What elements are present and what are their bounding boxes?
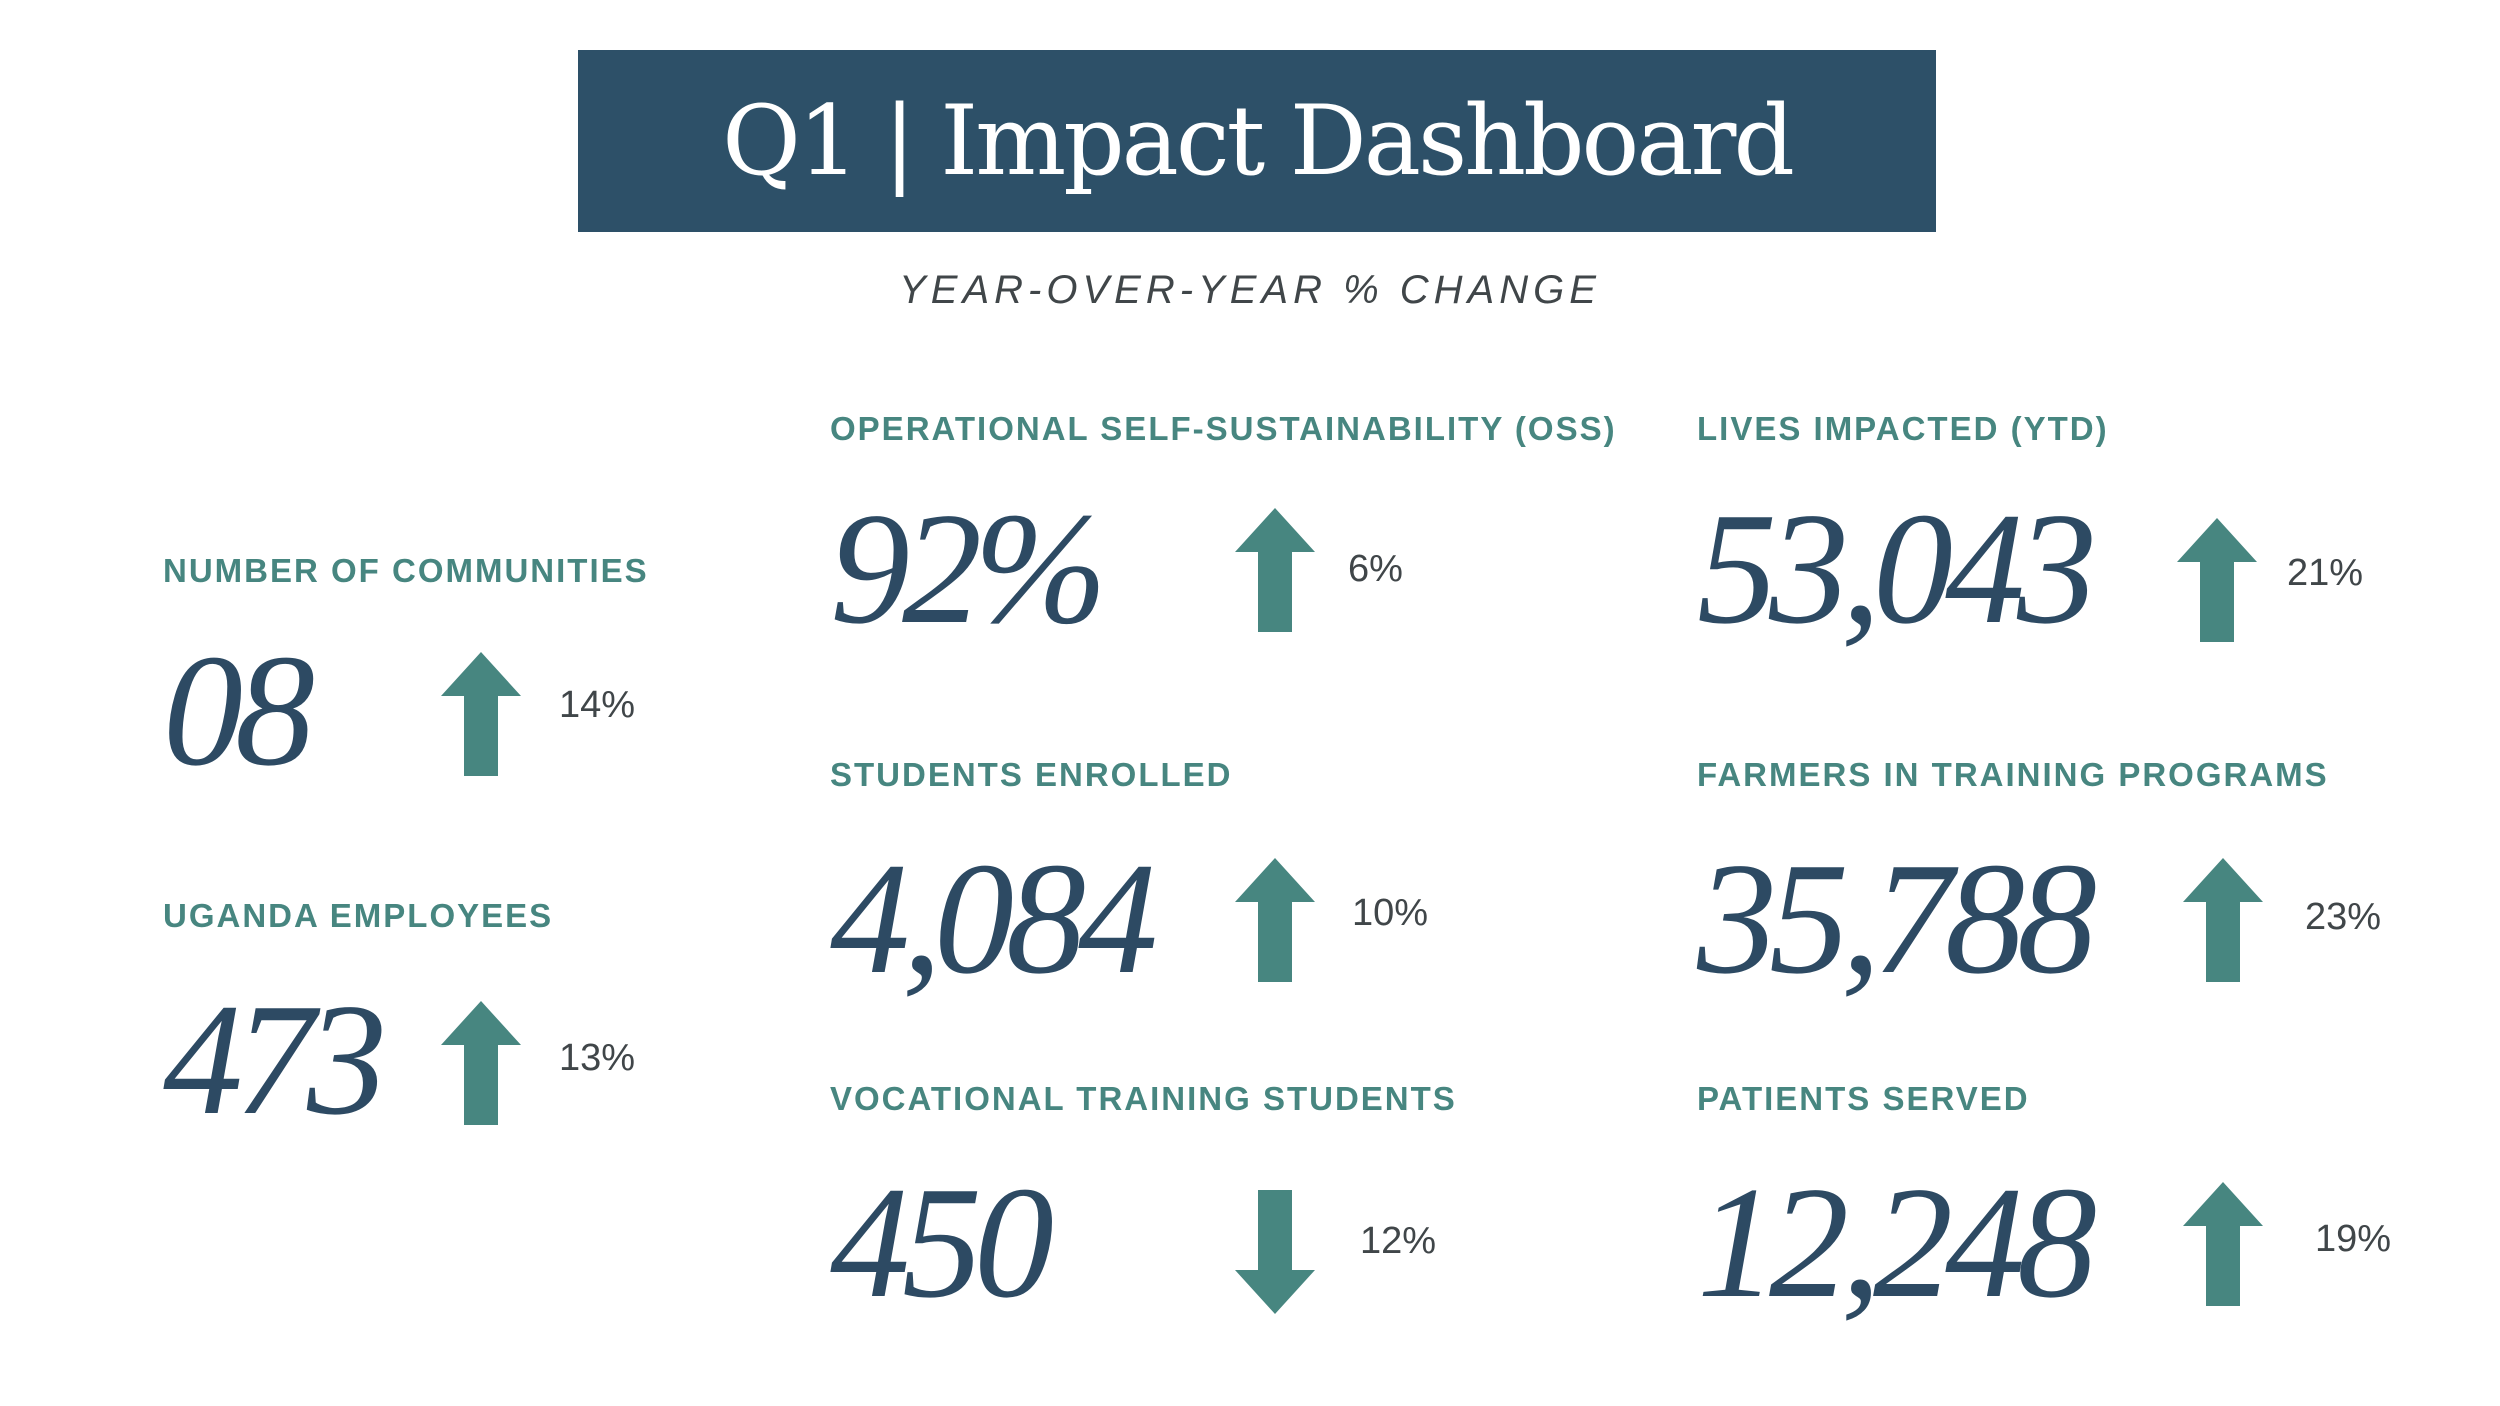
metric-value: 450	[830, 1153, 1054, 1331]
metric-label: PATIENTS SERVED	[1697, 1080, 2030, 1117]
metric-label: OPERATIONAL SELF-SUSTAINABILITY (OSS)	[830, 410, 1617, 447]
metric-label: UGANDA EMPLOYEES	[163, 897, 554, 934]
metric-value: 12,248	[1697, 1153, 2097, 1331]
arrow-up-icon	[1235, 508, 1315, 632]
change-percent: 6%	[1348, 548, 1403, 590]
metric-label: FARMERS IN TRAINING PROGRAMS	[1697, 756, 2329, 793]
arrow-up-icon	[2183, 858, 2263, 982]
arrow-up-icon	[441, 652, 521, 776]
page-subtitle: YEAR-OVER-YEAR % CHANGE	[899, 268, 1601, 312]
metric-label: LIVES IMPACTED (YTD)	[1697, 410, 2109, 447]
metric-label: NUMBER OF COMMUNITIES	[163, 552, 649, 589]
change-percent: 21%	[2287, 552, 2364, 594]
change-percent: 10%	[1352, 892, 1429, 934]
arrow-up-icon	[1235, 858, 1315, 982]
page-title: Q1 | Impact Dashboard	[722, 85, 1795, 197]
metric-value: 92%	[830, 479, 1107, 657]
title-banner: Q1 | Impact Dashboard	[578, 50, 1936, 232]
change-percent: 13%	[559, 1037, 636, 1079]
metric-value: 35,788	[1697, 829, 2097, 1007]
metric-label: STUDENTS ENROLLED	[830, 756, 1233, 793]
metric-value: 4,084	[830, 829, 1158, 1007]
metric-value: 473	[163, 970, 387, 1148]
change-percent: 23%	[2305, 896, 2382, 938]
metric-value: 08	[163, 621, 315, 799]
arrow-up-icon	[441, 1001, 521, 1125]
metric-label: VOCATIONAL TRAINING STUDENTS	[830, 1080, 1457, 1117]
change-percent: 19%	[2315, 1218, 2392, 1260]
arrow-up-icon	[2177, 518, 2257, 642]
change-percent: 12%	[1360, 1220, 1437, 1262]
arrow-down-icon	[1235, 1190, 1315, 1314]
change-percent: 14%	[559, 684, 636, 726]
arrow-up-icon	[2183, 1182, 2263, 1306]
metric-value: 53,043	[1697, 479, 2097, 657]
